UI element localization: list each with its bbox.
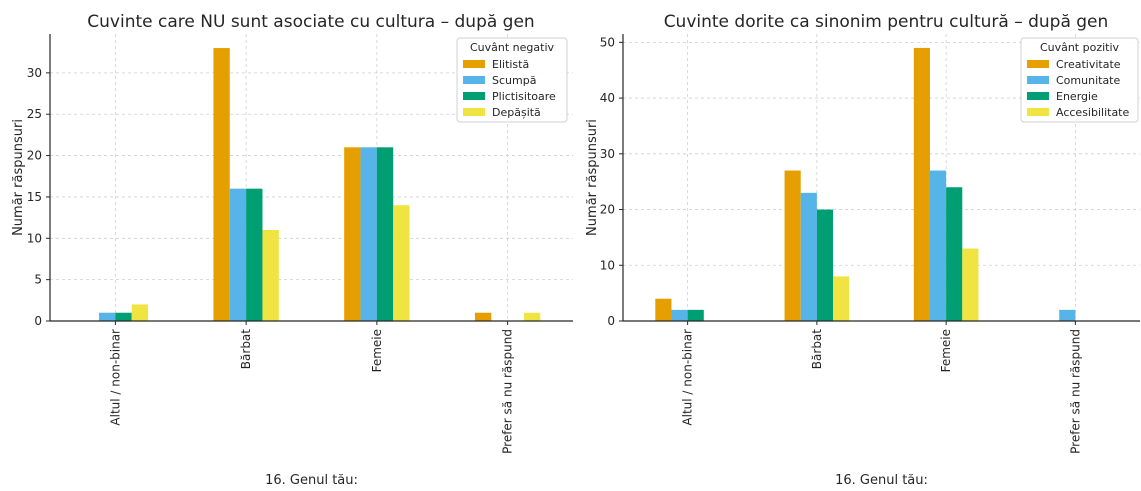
y-axis-label: Număr răspunsuri	[585, 119, 600, 236]
x-tick-label: Altul / non-binar	[681, 329, 695, 426]
chart-1: 0 5 10 15 20 25 30 Altul / non-binar Bărbat Femei…	[11, 12, 573, 488]
bar-creativitate-2	[784, 170, 801, 321]
x-tick-label: Prefer să nu răspund	[1068, 329, 1082, 454]
bar-scumpă-1	[99, 312, 116, 321]
bar-plictisitoare-1	[115, 312, 132, 321]
chart-title: Cuvinte dorite ca sinonim pentru cultură…	[664, 12, 1109, 32]
bar-comunitate-2	[800, 192, 817, 321]
legend-label: Elitistă	[492, 58, 529, 71]
y-tick-label: 0	[607, 314, 615, 328]
x-tick-label: Femeie	[939, 329, 953, 372]
chart-2: 0 10 20 30 40 50 Altul / non-binar Bărbat Femeie…	[585, 12, 1140, 488]
bar-comunitate-3	[929, 170, 947, 321]
legend-label: Energie	[1056, 90, 1098, 103]
legend-label: Plictisitoare	[492, 90, 556, 103]
bar-depășită-3	[393, 205, 410, 321]
bar-depășită-2	[262, 230, 279, 321]
y-tick-label: 50	[600, 35, 615, 49]
bar-accesibilitate-3	[962, 248, 979, 321]
legend-box	[1020, 37, 1139, 123]
bar-energie-3	[946, 187, 963, 321]
y-tick-label: 20	[27, 149, 42, 163]
legend-swatch	[1027, 76, 1049, 84]
legend-swatch	[463, 76, 485, 84]
y-tick-label: 10	[27, 231, 42, 245]
x-axis-label: 16. Genul tău:	[835, 473, 928, 487]
bar-plictisitoare-3	[376, 147, 394, 321]
bar-comunitate-1	[671, 309, 688, 321]
bar-plictisitoare-2	[246, 188, 263, 321]
legend-label: Scumpă	[492, 74, 536, 87]
bar-creativitate-1	[655, 298, 672, 321]
bar-accesibilitate-2	[833, 276, 850, 321]
legend-swatch	[463, 60, 485, 68]
y-tick-label: 30	[27, 66, 42, 80]
y-tick-label: 40	[600, 91, 615, 105]
legend-label: Comunitate	[1056, 74, 1120, 87]
bar-comunitate-4	[1059, 309, 1076, 321]
y-tick-label: 25	[27, 107, 42, 121]
legend-box	[456, 37, 568, 123]
bar-elitistă-4	[474, 312, 492, 321]
legend-title: Cuvânt pozitiv	[1040, 41, 1120, 54]
y-tick-label: 5	[34, 273, 42, 287]
x-axis-label: 16. Genul tău:	[265, 473, 358, 487]
x-tick-label: Bărbat	[810, 329, 824, 369]
bar-energie-2	[816, 209, 834, 321]
bar-elitistă-2	[213, 48, 230, 322]
legend-swatch	[463, 108, 485, 116]
legend-label: Creativitate	[1056, 58, 1121, 71]
legend-label: Accesibilitate	[1056, 106, 1129, 119]
bar-scumpă-2	[229, 188, 247, 321]
bar-depășită-1	[131, 304, 149, 321]
x-tick-label: Bărbat	[239, 329, 253, 369]
x-tick-label: Femeie	[370, 329, 384, 372]
x-tick-label: Altul / non-binar	[108, 329, 122, 426]
legend: Cuvânt negativ Elitistă Scumpă Plictisitoar…	[456, 37, 568, 123]
bar-elitistă-3	[344, 147, 361, 321]
legend-swatch	[463, 92, 485, 100]
bar-creativitate-3	[913, 47, 930, 321]
x-tick-label: Prefer să nu răspund	[501, 329, 515, 454]
y-tick-label: 0	[34, 314, 42, 328]
legend-swatch	[1027, 108, 1049, 116]
bar-energie-1	[687, 309, 704, 321]
legend: Cuvânt pozitiv Creativitate Comunitate Ener…	[1020, 37, 1139, 123]
bar-depășită-4	[523, 312, 541, 321]
legend-label: Depășită	[492, 106, 541, 119]
legend-swatch	[1027, 60, 1049, 68]
chart-title: Cuvinte care NU sunt asociate cu cultura…	[87, 12, 534, 32]
legend-swatch	[1027, 92, 1049, 100]
bar-scumpă-3	[360, 147, 377, 321]
y-tick-label: 10	[600, 258, 615, 272]
y-axis-label: Număr răspunsuri	[11, 119, 26, 236]
y-tick-label: 30	[600, 147, 615, 161]
legend-title: Cuvânt negativ	[470, 41, 555, 54]
y-tick-label: 20	[600, 203, 615, 217]
y-tick-label: 15	[27, 190, 42, 204]
